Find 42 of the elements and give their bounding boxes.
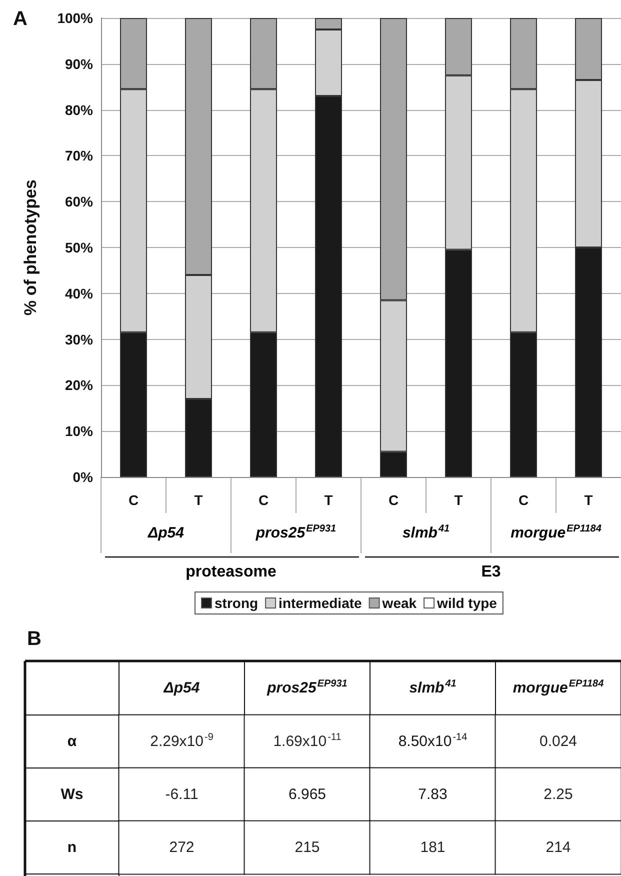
text: Δp54	[147, 524, 185, 542]
y-tick-label: α	[67, 733, 78, 750]
text: proteasome	[186, 564, 276, 580]
x-tick-label: Δp54	[162, 680, 200, 696]
x-tick-label: T	[324, 492, 334, 508]
legend-label: strong	[214, 595, 258, 611]
data-label: 7.83	[418, 786, 448, 803]
data-label: 214	[546, 839, 571, 856]
y-tick-label: 0%	[72, 469, 94, 485]
x-tick-label: T	[584, 492, 594, 508]
data-label: 0.024	[539, 733, 578, 750]
y-tick-label: 20%	[64, 377, 94, 394]
y-tick-label: 100%	[57, 10, 94, 26]
legend-label: intermediate	[278, 595, 362, 611]
y-tick-label: 30%	[64, 331, 94, 348]
y-tick-label: 40%	[64, 285, 94, 302]
y-tick-label: n	[67, 839, 77, 856]
legend-label: wild type	[436, 595, 498, 611]
data-label: -6.11	[165, 786, 198, 803]
data-label: 272	[169, 839, 194, 856]
data-label: 215	[294, 839, 320, 856]
x-tick-label: C	[128, 492, 139, 508]
y-tick-label: 90%	[64, 56, 94, 72]
text: E3	[481, 564, 501, 580]
y-axis-title: % of phenotypes	[21, 179, 40, 316]
data-label: 181	[420, 839, 446, 856]
y-tick-label: 70%	[64, 148, 94, 164]
chart-title: B	[27, 628, 42, 650]
x-tick-label: T	[194, 492, 204, 508]
y-tick-label: 50%	[64, 240, 94, 256]
data-label: 6.965	[288, 786, 326, 803]
chart-title: A	[13, 8, 28, 30]
y-tick-label: 10%	[64, 423, 94, 440]
y-tick-label: Ws	[60, 786, 84, 803]
x-tick-label: C	[388, 492, 399, 508]
x-tick-label: C	[518, 492, 529, 508]
y-tick-label: 80%	[64, 102, 94, 118]
legend-label: weak	[381, 595, 417, 611]
x-tick-label: T	[454, 492, 464, 508]
y-tick-label: 60%	[64, 194, 94, 210]
x-tick-label: C	[258, 492, 269, 508]
data-label: 2.25	[544, 786, 573, 803]
